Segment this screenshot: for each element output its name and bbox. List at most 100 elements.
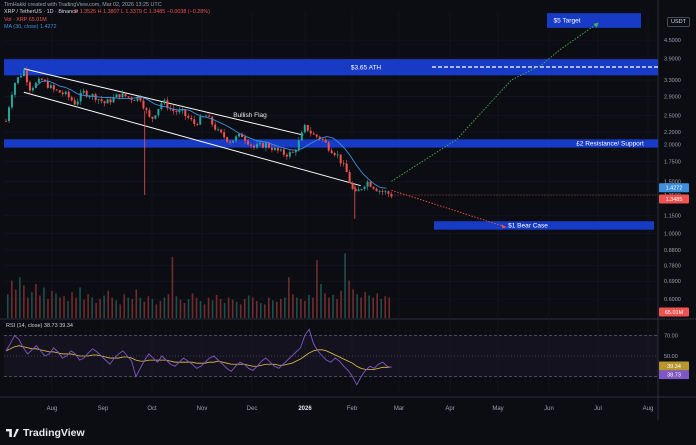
volume-bar	[384, 296, 387, 318]
volume-bar	[368, 295, 370, 318]
volume-bar	[123, 294, 126, 318]
candle-body	[22, 70, 25, 77]
candle-body	[139, 96, 142, 101]
volume-bar	[87, 294, 89, 318]
candle-body	[187, 115, 190, 118]
candle-body	[348, 172, 351, 183]
candle-body	[214, 124, 217, 130]
volume-bar	[155, 304, 158, 318]
candle-body	[172, 108, 175, 112]
time-tick-label: Dec	[247, 406, 258, 412]
volume-bar	[320, 284, 322, 318]
price-tick-label: 1.1500	[664, 213, 681, 219]
candle-body	[34, 82, 37, 88]
rsi-ma-badge-bg	[659, 361, 689, 371]
candle-body	[294, 150, 297, 153]
volume-bar	[276, 301, 278, 318]
candle-body	[73, 100, 76, 105]
volume-bar	[159, 301, 162, 318]
candle-body	[318, 136, 321, 139]
candle-body	[175, 111, 178, 113]
price-tick-label: 3.9000	[664, 57, 681, 63]
currency-button[interactable]: USDT	[667, 17, 690, 27]
bull-arrowhead	[593, 22, 599, 28]
candle-body	[67, 91, 70, 98]
time-tick-label: Aug	[47, 406, 58, 412]
price-tick-label: 3.3000	[664, 78, 681, 84]
volume-bar	[131, 298, 134, 318]
volume-bar	[280, 298, 282, 318]
candle-body	[157, 108, 160, 116]
volume-bar	[151, 298, 154, 318]
candle-body	[193, 119, 196, 124]
candle-body	[199, 116, 202, 125]
volume-bar	[227, 297, 230, 318]
candle-body	[387, 191, 390, 194]
volume-badge: 65.01M	[665, 310, 684, 316]
volume-bar	[348, 280, 350, 318]
time-tick-label: Mar	[394, 406, 404, 412]
candle-body	[345, 163, 348, 173]
volume-bar	[55, 293, 57, 318]
candle-body	[7, 107, 10, 121]
candle-body	[330, 150, 333, 154]
volume-bar	[380, 298, 383, 318]
bear-projection-line	[391, 189, 507, 228]
volume-bar	[187, 298, 190, 318]
volume-bar	[263, 304, 266, 318]
volume-bar	[175, 296, 178, 318]
zone-box	[434, 221, 654, 230]
candle-body	[261, 143, 264, 148]
candle-body	[297, 140, 300, 151]
volume-bar	[19, 277, 21, 318]
candle-body	[97, 99, 100, 101]
candle-body	[303, 124, 306, 133]
candle-body	[309, 130, 312, 134]
volume-bar	[147, 296, 150, 318]
candle-body	[381, 191, 384, 192]
volume-bar	[183, 303, 186, 318]
candle-body	[16, 77, 19, 84]
candle-body	[154, 115, 157, 119]
candle-body	[106, 99, 109, 104]
candle-body	[267, 143, 270, 148]
candle-body	[258, 143, 261, 145]
volume-bar	[127, 297, 130, 318]
ma-line	[35, 80, 387, 189]
candle-body	[264, 143, 267, 148]
candle-body	[205, 115, 208, 117]
candle-body	[178, 110, 181, 113]
candle-body	[253, 145, 256, 148]
volume-bar	[191, 293, 194, 318]
candle-body	[217, 129, 220, 131]
candle-body	[372, 186, 375, 189]
volume-indicator-label[interactable]: Vol · XRP 65.01M	[4, 17, 47, 23]
candle-body	[273, 147, 276, 151]
candle-body	[100, 99, 103, 102]
volume-bar	[171, 256, 174, 318]
candle-body	[70, 97, 73, 101]
candle-body	[384, 191, 387, 193]
volume-bar	[376, 293, 378, 318]
symbol-label[interactable]: XRP / TetherUS · 1D · Binance	[4, 9, 78, 15]
bear-arrowhead	[501, 224, 507, 229]
candle-body	[181, 109, 184, 111]
volume-bar	[328, 297, 330, 318]
price-tick-label: 4.5000	[664, 38, 681, 44]
candle-body	[10, 94, 13, 108]
candle-body	[133, 100, 136, 101]
volume-bar	[324, 293, 326, 318]
candle-body	[40, 78, 43, 80]
volume-bar	[47, 298, 49, 318]
candle-body	[211, 116, 214, 125]
volume-bar	[215, 294, 218, 318]
volume-bar	[223, 303, 226, 318]
price-tick-label: 2.5000	[664, 114, 681, 120]
tradingview-logo[interactable]: TradingView	[6, 427, 85, 439]
volume-bar	[27, 297, 29, 318]
zone-box	[547, 13, 641, 28]
price-tick-label: 2.2000	[664, 130, 681, 136]
ma-indicator-label[interactable]: MA (30, close) 1.4272	[4, 24, 57, 30]
volume-bar	[360, 297, 362, 318]
